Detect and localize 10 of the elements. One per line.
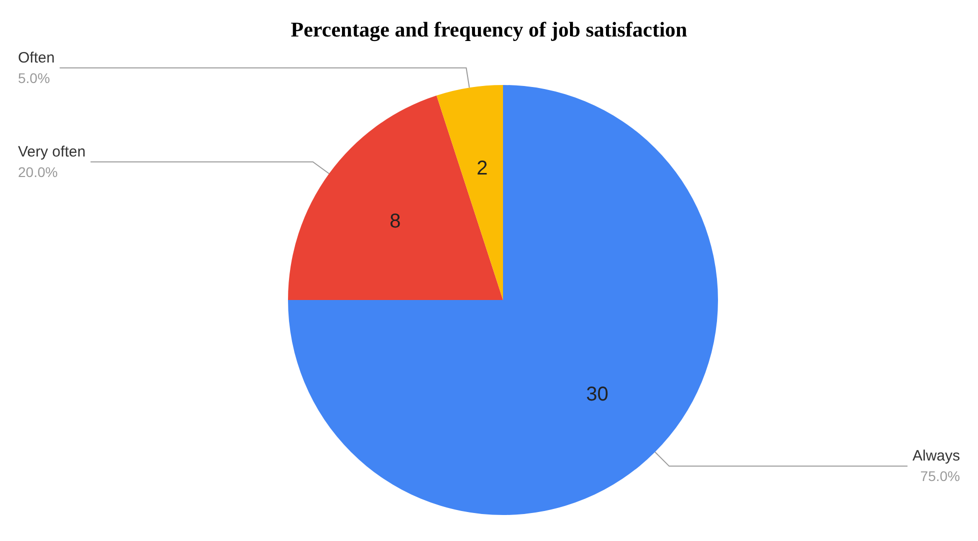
chart-title: Percentage and frequency of job satisfaction (290, 18, 688, 42)
data-label: 2 (476, 157, 488, 180)
text: 20.0% (18, 164, 58, 180)
data-label: 8 (390, 210, 401, 233)
text: 5.0% (18, 70, 50, 86)
slice-label: Often (18, 49, 55, 66)
slice-label: Very often (18, 143, 86, 160)
text: 75.0% (920, 468, 960, 484)
slice-label: Always (912, 448, 960, 465)
data-label: 30 (586, 383, 608, 406)
